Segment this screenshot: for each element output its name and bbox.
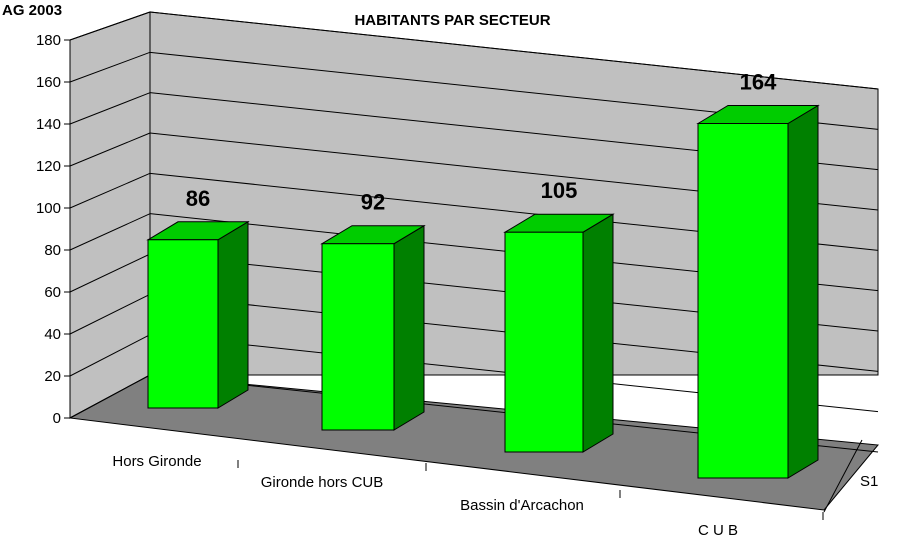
data-label: 164: [740, 70, 777, 95]
gridline: [149, 11, 879, 90]
data-label: 86: [186, 186, 210, 211]
gridline: [69, 11, 151, 41]
category-label: C U B: [698, 522, 738, 539]
chart-title: HABITANTS PAR SECTEUR: [354, 12, 551, 29]
category-label: Hors Gironde: [112, 453, 201, 470]
y-tick-label: 140: [36, 116, 61, 133]
bar: [697, 123, 789, 479]
bar: [147, 239, 219, 409]
y-tick-label: 160: [36, 74, 61, 91]
data-label: 105: [541, 178, 578, 203]
y-tick-label: 0: [53, 410, 61, 427]
gridline: [69, 213, 151, 251]
y-tick-label: 40: [44, 326, 61, 343]
bar: [504, 231, 584, 453]
gridline: [69, 51, 151, 83]
bar: [321, 243, 395, 431]
side-wall: [69, 11, 151, 419]
gridline: [69, 374, 151, 419]
data-label: 92: [361, 190, 385, 215]
gridline: [69, 92, 151, 125]
bar-side: [787, 104, 819, 479]
gridline: [69, 132, 151, 167]
gridline: [69, 293, 151, 335]
y-tick-label: 80: [44, 242, 61, 259]
y-tick-label: 100: [36, 200, 61, 217]
y-tick-label: 180: [36, 32, 61, 49]
y-axis: 0 20 40 60 80 100 120 140 160 180: [36, 32, 863, 520]
depth-axis-line: [823, 439, 863, 513]
gridline: [69, 253, 151, 293]
category-label: Gironde hors CUB: [261, 474, 384, 491]
labels: 86 92 105 164 Hors Gironde Gironde hors CUB Ba…: [112, 70, 878, 539]
corner-label: AG 2003: [2, 2, 63, 19]
y-tick-label: 60: [44, 284, 61, 301]
bar-side: [582, 213, 614, 453]
bars: [146, 104, 820, 479]
bar-side: [217, 220, 249, 409]
y-tick-label: 120: [36, 158, 61, 175]
gridline: [69, 334, 151, 377]
bar-side: [393, 224, 425, 431]
y-tick-label: 20: [44, 368, 61, 385]
series-axis-label: S1: [860, 473, 878, 490]
category-label: Bassin d'Arcachon: [460, 497, 584, 514]
gridline: [69, 172, 151, 209]
